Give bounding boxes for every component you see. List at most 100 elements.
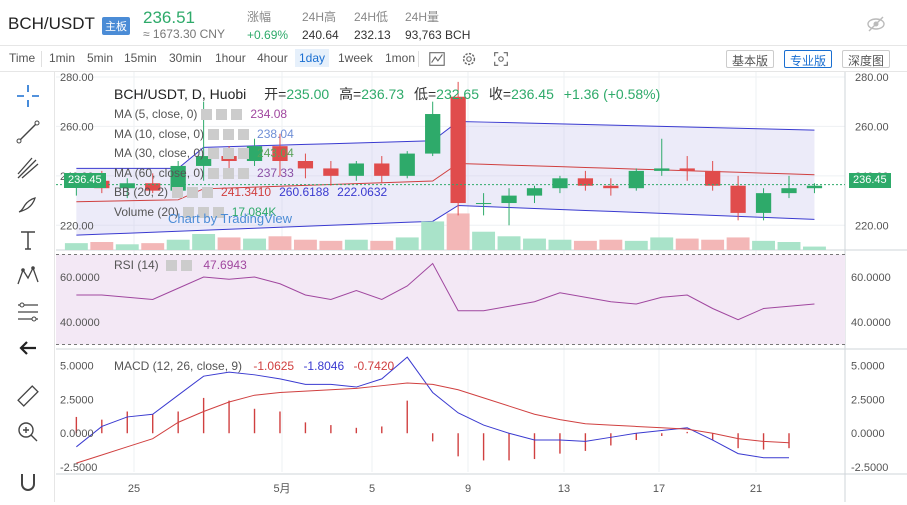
interval-30min[interactable]: 30min — [169, 51, 202, 65]
settings-icon[interactable] — [187, 187, 199, 199]
candle-body — [806, 185, 823, 189]
interval-1min[interactable]: 1min — [49, 51, 76, 65]
view-basic-button[interactable]: 基本版 — [726, 50, 775, 68]
date-tick-label: 5月 — [273, 483, 290, 495]
stat-label: 涨幅 — [247, 10, 272, 24]
macd-tick-label: 5.0000 — [851, 360, 885, 372]
close-icon[interactable] — [231, 109, 243, 121]
candle-body — [450, 96, 466, 204]
stat-volume: 24H量 93,763 BCH — [405, 8, 470, 42]
close-icon[interactable] — [212, 206, 224, 218]
zoom-in-icon[interactable] — [14, 418, 42, 446]
stat-value: 232.13 — [354, 28, 391, 42]
indicator-value: 222.0632 — [337, 185, 388, 199]
stat-high: 24H高 240.64 — [302, 8, 339, 42]
candle-body — [628, 170, 644, 189]
settings-icon[interactable] — [197, 206, 209, 218]
indicator-row[interactable]: BB (20, 2) 241.3410 260.6188 222.0632 — [114, 185, 387, 199]
settings-icon[interactable] — [216, 109, 228, 121]
close-icon[interactable] — [238, 167, 250, 179]
indicator-value: 17.084K — [231, 204, 277, 219]
candle-body — [323, 168, 339, 176]
trend-line-icon[interactable] — [14, 118, 42, 146]
indicator-row[interactable]: MA (30, close, 0) 243.04 — [114, 146, 294, 160]
candle-body — [119, 183, 135, 189]
volume-bar — [217, 237, 241, 250]
date-tick-label: 5 — [369, 483, 375, 495]
pitchfork-icon[interactable] — [14, 154, 42, 182]
settings-icon[interactable] — [223, 128, 235, 140]
text-tool-icon[interactable] — [14, 226, 42, 254]
settings-icon[interactable] — [459, 49, 479, 69]
hide-eye-icon[interactable] — [866, 14, 886, 34]
volume-bar — [421, 221, 445, 250]
indicator-row[interactable]: Volume (20) 17.084K — [114, 205, 276, 219]
chart-area[interactable]: 280.00280.00260.00260.00240.00240.00220.… — [56, 72, 907, 502]
eye-icon[interactable] — [182, 206, 194, 218]
candle-body — [705, 170, 721, 186]
indicator-row[interactable]: MA (10, close, 0) 238.04 — [114, 127, 294, 141]
date-tick-label: 17 — [653, 483, 665, 495]
macd-name: MACD (12, 26, close, 9) — [114, 359, 243, 373]
interval-1day[interactable]: 1day — [295, 49, 330, 67]
eye-icon[interactable] — [208, 148, 220, 160]
brush-icon[interactable] — [14, 190, 42, 218]
close-icon[interactable] — [181, 260, 193, 272]
candle-body — [246, 146, 263, 161]
ohlc-change: +1.36 (+0.58%) — [563, 86, 661, 102]
settings-icon[interactable] — [223, 148, 235, 160]
interval-time[interactable]: Time — [9, 51, 36, 65]
eye-icon[interactable] — [208, 128, 220, 140]
candle-body — [399, 153, 415, 176]
magnet-icon[interactable] — [14, 468, 42, 496]
interval-5min[interactable]: 5min — [87, 51, 114, 65]
view-pro-button[interactable]: 专业版 — [784, 50, 833, 68]
ohlc-value: 236.73 — [361, 86, 405, 102]
volume-bar — [701, 239, 725, 250]
eye-icon[interactable] — [166, 260, 178, 272]
stat-change: 涨幅 +0.69% — [247, 8, 288, 42]
fib-retracement-icon[interactable] — [14, 298, 42, 326]
bollinger-lower-line — [76, 204, 815, 236]
rsi-tick-label: 40.0000 — [851, 317, 891, 329]
interval-1hour[interactable]: 1hour — [215, 51, 246, 65]
interval-1mon[interactable]: 1mon — [385, 51, 416, 65]
fullscreen-icon[interactable] — [491, 49, 511, 69]
volume-bar — [599, 239, 623, 250]
volume-bar — [803, 246, 826, 250]
crosshair-icon[interactable] — [14, 82, 42, 110]
indicator-row[interactable]: MA (5, close, 0) 234.08 — [114, 107, 287, 121]
stat-value: 93,763 BCH — [405, 28, 471, 42]
close-icon[interactable] — [238, 148, 250, 160]
last-price-axis-tag: 236.45 — [849, 173, 891, 188]
close-icon[interactable] — [202, 187, 214, 199]
pattern-icon[interactable] — [14, 262, 42, 290]
view-depth-button[interactable]: 深度图 — [842, 50, 891, 68]
interval-4hour[interactable]: 4hour — [257, 51, 288, 65]
ruler-icon[interactable] — [14, 382, 42, 410]
settings-icon[interactable] — [223, 167, 235, 179]
interval-1week[interactable]: 1week — [338, 51, 373, 65]
macd-signal-line — [76, 382, 790, 464]
indicators-icon[interactable] — [427, 49, 447, 69]
ohlc-key: 低= — [413, 86, 437, 102]
back-arrow-icon[interactable] — [14, 334, 42, 362]
candle-body — [679, 168, 695, 171]
macd-tick-label: -2.5000 — [851, 462, 888, 474]
chart-toolbar: Time 1min 5min 15min 30min 1hour 4hour 1… — [0, 46, 907, 72]
eye-icon[interactable] — [172, 187, 184, 199]
indicator-value: 260.6188 — [279, 185, 330, 199]
indicator-value: 234.08 — [250, 107, 288, 121]
close-icon[interactable] — [238, 128, 250, 140]
eye-icon[interactable] — [208, 167, 220, 179]
volume-bar — [293, 239, 317, 250]
eye-icon[interactable] — [201, 109, 213, 121]
price-tick-label: 280.00 — [855, 72, 889, 84]
rsi-name: RSI (14) — [114, 258, 159, 272]
macd-tick-label-left: 0.0000 — [60, 428, 94, 440]
macd-tick-label-left: 2.5000 — [60, 394, 94, 406]
stat-low: 24H低 232.13 — [354, 8, 391, 42]
interval-15min[interactable]: 15min — [124, 51, 157, 65]
indicator-row[interactable]: MA (60, close, 0) 237.33 — [114, 166, 294, 180]
pair-name[interactable]: BCH/USDT — [8, 14, 95, 33]
